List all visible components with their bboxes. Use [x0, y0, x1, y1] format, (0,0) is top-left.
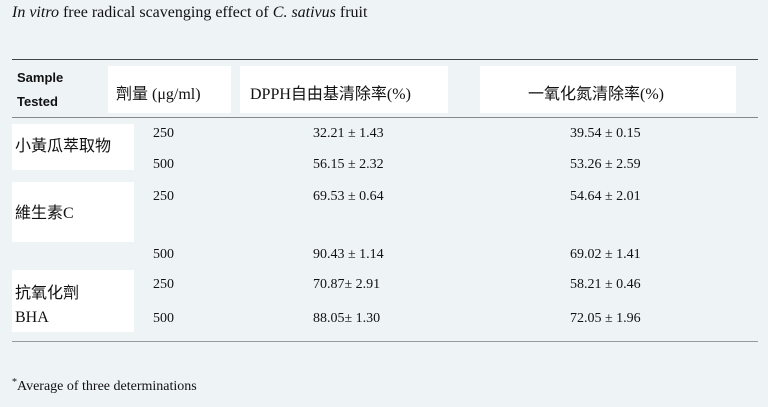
- table-caption: In vitro free radical scavenging effect …: [12, 4, 367, 22]
- header-no-box: [480, 66, 736, 113]
- table-row-no: 58.21 ± 0.46: [570, 277, 641, 292]
- table-row-dose: 250: [153, 126, 174, 141]
- table-row-no: 72.05 ± 1.96: [570, 311, 641, 326]
- table-row-no: 69.02 ± 1.41: [570, 247, 641, 262]
- group-label-cucumber-extract: 小黃瓜萃取物: [15, 138, 112, 155]
- header-dose-box: [108, 66, 231, 113]
- table-row-dpph: 56.15 ± 2.32: [313, 157, 384, 172]
- footnote-marker: *: [12, 377, 17, 388]
- table-bottom-rule: [12, 341, 758, 342]
- header-no-scavenging: 一氧化氮清除率(%): [528, 86, 664, 103]
- table-row-dpph: 32.21 ± 1.43: [313, 126, 384, 141]
- table-header-rule: [12, 117, 758, 118]
- table-row-dpph: 88.05± 1.30: [313, 311, 381, 326]
- table-row-no: 53.26 ± 2.59: [570, 157, 641, 172]
- group-label-box-1: [12, 124, 134, 170]
- group-label-box-3: [12, 270, 134, 332]
- table-row-dose: 500: [153, 311, 174, 326]
- table-row-dose: 250: [153, 189, 174, 204]
- table-top-rule: [12, 59, 758, 60]
- group-label-vitamin-c: 維生素C: [15, 205, 74, 222]
- table-row-dose: 500: [153, 247, 174, 262]
- caption-italic-prefix: In vitro: [12, 4, 59, 21]
- caption-text-mid: free radical scavenging effect of: [58, 4, 273, 21]
- group-label-antioxidant-bha: 抗氧化劑 BHA: [15, 285, 80, 326]
- header-dpph: DPPH自由基清除率(%): [250, 86, 411, 103]
- header-dpph-box: [240, 66, 448, 113]
- header-dose: 劑量 (μg/ml): [116, 86, 201, 103]
- header-sample-line2: Tested: [17, 94, 58, 109]
- table-row-dpph: 70.87± 2.91: [313, 277, 381, 292]
- table-row-no: 39.54 ± 0.15: [570, 126, 641, 141]
- table-row-dpph: 69.53 ± 0.64: [313, 189, 384, 204]
- table-row-dose: 500: [153, 157, 174, 172]
- caption-species: C. sativus: [272, 4, 336, 21]
- table-row-dpph: 90.43 ± 1.14: [313, 247, 384, 262]
- table-row-no: 54.64 ± 2.01: [570, 189, 641, 204]
- footnote: *Average of three determinations: [12, 377, 197, 395]
- header-sample-tested: Sample Tested: [17, 66, 63, 114]
- header-sample-line1: Sample: [17, 70, 64, 85]
- group-label-box-2: [12, 182, 134, 242]
- table-row-dose: 250: [153, 277, 174, 292]
- caption-text-end: fruit: [335, 4, 368, 21]
- footnote-text: Average of three determinations: [17, 379, 197, 394]
